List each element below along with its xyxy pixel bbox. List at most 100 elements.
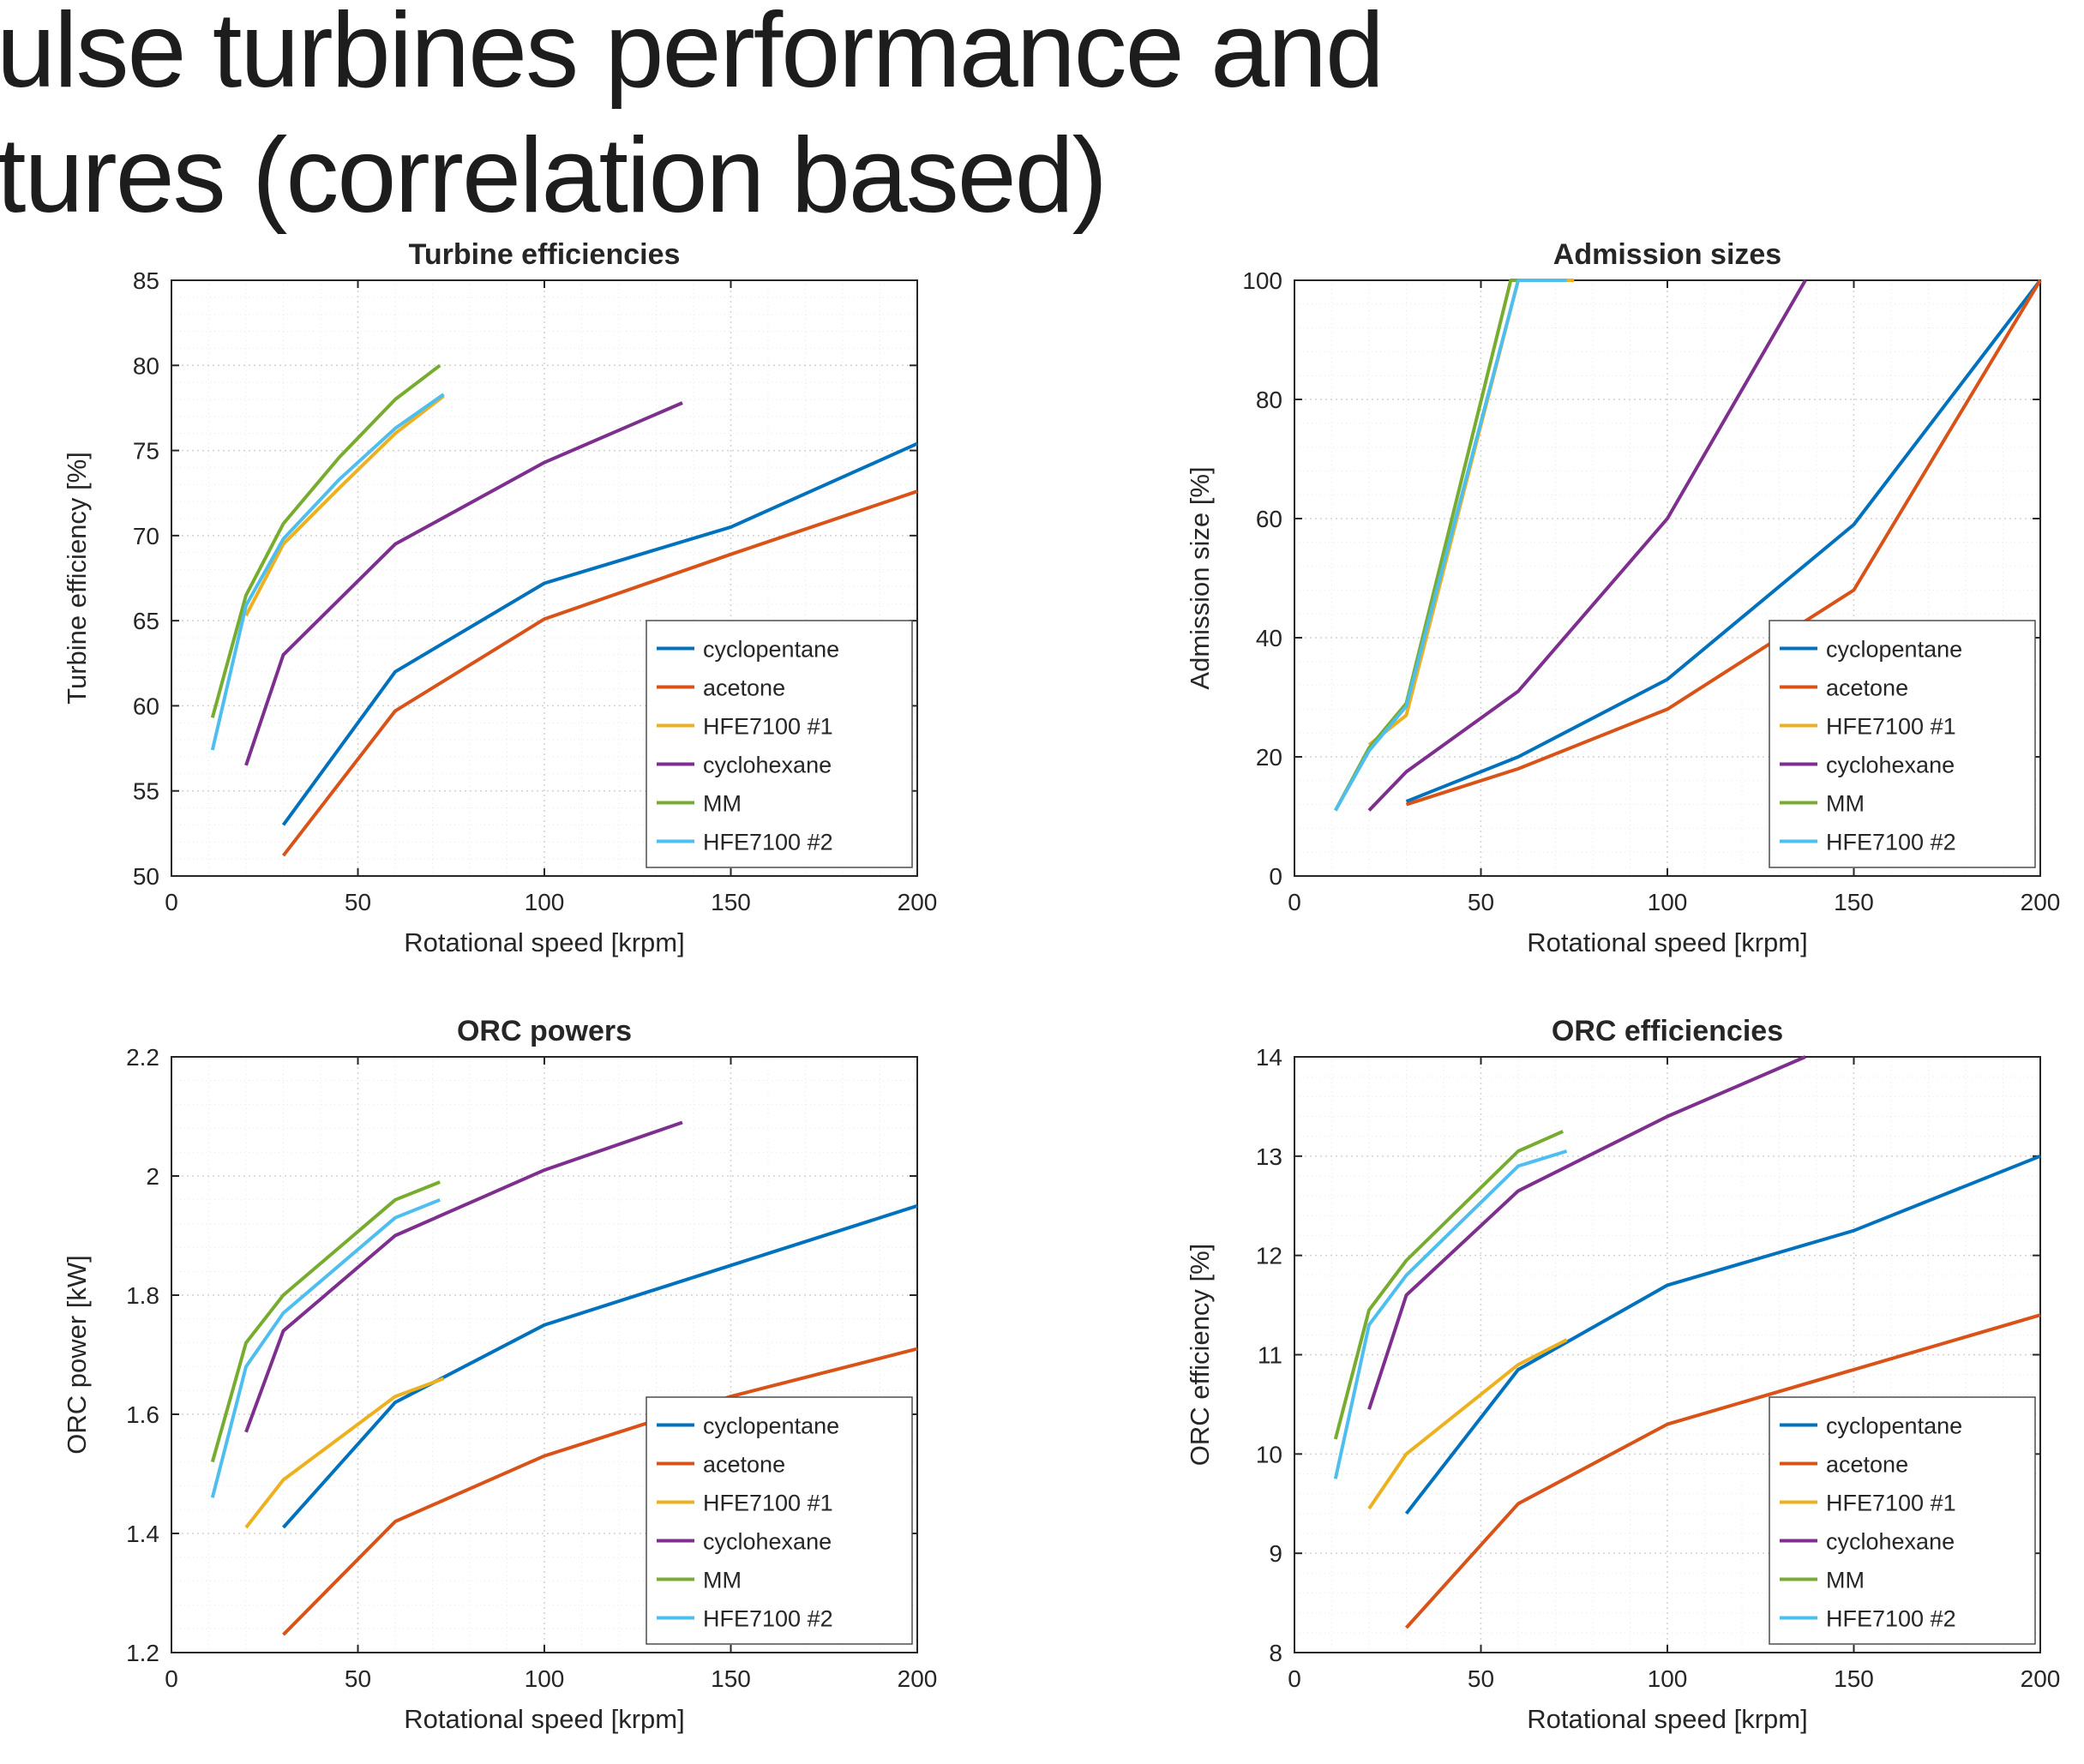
series-mm	[210, 1180, 441, 1463]
series-cyclohexane	[244, 1120, 683, 1433]
series-mm	[1333, 1130, 1565, 1440]
series-cyclopentane	[1404, 1154, 2041, 1515]
y-tick-label: 2	[146, 1163, 159, 1190]
legend: cyclopentane acetone HFE7100 #1 cyclohexane…	[646, 620, 913, 868]
x-tick-label: 200	[2021, 1665, 2061, 1692]
series-hfe7100-2	[1333, 1149, 1568, 1479]
legend-entry-mm: MM	[1780, 791, 1865, 817]
legend-label: cyclohexane	[703, 1529, 832, 1555]
legend-entry-cyclohexane: cyclohexane	[657, 753, 832, 778]
series-hfe7100-2	[210, 393, 445, 751]
x-axis-label: Rotational speed [krpm]	[1527, 1704, 1807, 1734]
y-tick-label: 14	[1256, 1044, 1282, 1071]
legend-label: acetone	[703, 675, 785, 701]
legend-label: HFE7100 #1	[703, 714, 833, 740]
series-cyclohexane	[1367, 1055, 1806, 1410]
legend-box	[1769, 1396, 2036, 1645]
y-tick-label: 55	[133, 778, 159, 805]
y-tick-label: 20	[1256, 744, 1282, 771]
legend-entry-mm: MM	[657, 791, 742, 817]
x-tick-label: 150	[1834, 1665, 1874, 1692]
legend-label: acetone	[703, 1452, 785, 1478]
x-tick-label: 0	[1288, 889, 1301, 915]
series-acetone	[281, 489, 918, 857]
legend-label: HFE7100 #2	[1826, 830, 1956, 855]
slide: ulse turbines performance and tures (cor…	[0, 0, 2061, 1734]
tick-labels: 0 50 100 150 200 0 20 40 60 80 100	[1242, 267, 2060, 915]
y-tick-label: 50	[133, 863, 159, 890]
x-tick-label: 0	[165, 889, 178, 915]
y-tick-label: 8	[1269, 1640, 1282, 1666]
major-grid	[1294, 1057, 2040, 1653]
legend-entry-acetone: acetone	[1780, 675, 1908, 701]
legend-label: HFE7100 #2	[703, 1606, 833, 1632]
y-tick-label: 40	[1256, 625, 1282, 651]
series-group	[1333, 1055, 2041, 1629]
y-tick-label: 1.6	[126, 1401, 159, 1428]
legend-label: MM	[703, 791, 742, 817]
y-tick-label: 80	[133, 352, 159, 379]
series-hfe7100-1	[244, 394, 445, 617]
legend-entry-hfe7100-1: HFE7100 #1	[1780, 1491, 1956, 1516]
legend-label: cyclopentane	[703, 637, 839, 663]
y-tick-label: 13	[1256, 1143, 1282, 1170]
chart-orc-powers-canvas: 0 50 100 150 200 1.2 1.4 1.6 1.8 2 2.2 ORC powers Ro…	[62, 1015, 937, 1734]
y-tick-label: 1.2	[126, 1640, 159, 1666]
series-group	[210, 1120, 918, 1636]
legend-entry-cyclohexane: cyclohexane	[657, 1529, 832, 1555]
legend-box	[646, 1396, 913, 1645]
series-acetone	[1405, 279, 2042, 807]
legend-label: acetone	[1826, 1452, 1908, 1478]
series-cyclopentane	[281, 441, 918, 826]
legend-label: cyclohexane	[703, 753, 832, 778]
y-axis-label: ORC power [kW]	[62, 1255, 92, 1455]
legend: cyclopentane acetone HFE7100 #1 cyclohexane…	[1769, 1396, 2036, 1645]
legend-entry-acetone: acetone	[1780, 1452, 1908, 1478]
major-grid	[171, 1057, 917, 1653]
y-tick-label: 1.8	[126, 1282, 159, 1309]
major-grid	[171, 280, 917, 876]
y-tick-label: 85	[133, 267, 159, 294]
legend-label: cyclopentane	[1826, 637, 1962, 663]
legend-label: MM	[1826, 791, 1865, 817]
legend-entry-hfe7100-2: HFE7100 #2	[1780, 1606, 1956, 1632]
series-group	[1334, 279, 2042, 812]
legend-label: cyclohexane	[1826, 1529, 1955, 1555]
slide-title-line1: ulse turbines performance and	[0, 0, 1384, 110]
legend-label: cyclopentane	[703, 1413, 839, 1439]
y-tick-label: 60	[1256, 506, 1282, 532]
y-tick-label: 0	[1269, 863, 1282, 890]
legend: cyclopentane acetone HFE7100 #1 cyclohexane…	[1769, 620, 2036, 868]
legend-entry-acetone: acetone	[657, 1452, 785, 1478]
legend-label: cyclohexane	[1826, 753, 1955, 778]
legend-box	[1769, 620, 2036, 868]
axes	[1294, 1056, 2041, 1653]
x-tick-label: 200	[2021, 889, 2061, 915]
x-tick-label: 50	[1468, 1665, 1494, 1692]
chart-orc-efficiencies-canvas: 0 50 100 150 200 8 9 10 11 12 13 14 ORC efficiencies…	[1185, 1015, 2061, 1734]
y-tick-label: 1.4	[126, 1521, 159, 1547]
y-tick-label: 60	[133, 693, 159, 719]
series-hfe7100-2	[210, 1197, 441, 1498]
legend-entry-mm: MM	[1780, 1568, 1865, 1593]
x-tick-label: 100	[525, 1665, 565, 1692]
x-axis-label: Rotational speed [krpm]	[1527, 927, 1807, 957]
legend-entry-cyclopentane: cyclopentane	[657, 1413, 839, 1439]
legend-box	[646, 620, 913, 868]
x-tick-label: 100	[1648, 889, 1688, 915]
major-grid	[1294, 280, 2040, 876]
y-tick-label: 75	[133, 438, 159, 465]
chart-title: ORC efficiencies	[1552, 1015, 1783, 1047]
legend-label: acetone	[1826, 675, 1908, 701]
x-tick-label: 150	[1834, 889, 1874, 915]
y-tick-label: 9	[1269, 1540, 1282, 1567]
legend-entry-hfe7100-2: HFE7100 #2	[657, 830, 833, 855]
chart-orc-powers: 0 50 100 150 200 1.2 1.4 1.6 1.8 2 2.2 ORC powers Ro…	[51, 1010, 960, 1764]
y-axis-label: ORC efficiency [%]	[1185, 1244, 1215, 1467]
legend-label: MM	[1826, 1568, 1865, 1593]
chart-orc-efficiencies: 0 50 100 150 200 8 9 10 11 12 13 14 ORC efficiencies…	[1174, 1010, 2083, 1764]
series-group	[210, 363, 918, 857]
y-tick-label: 70	[133, 523, 159, 549]
tick-labels: 0 50 100 150 200 8 9 10 11 12 13 14	[1256, 1044, 2061, 1692]
